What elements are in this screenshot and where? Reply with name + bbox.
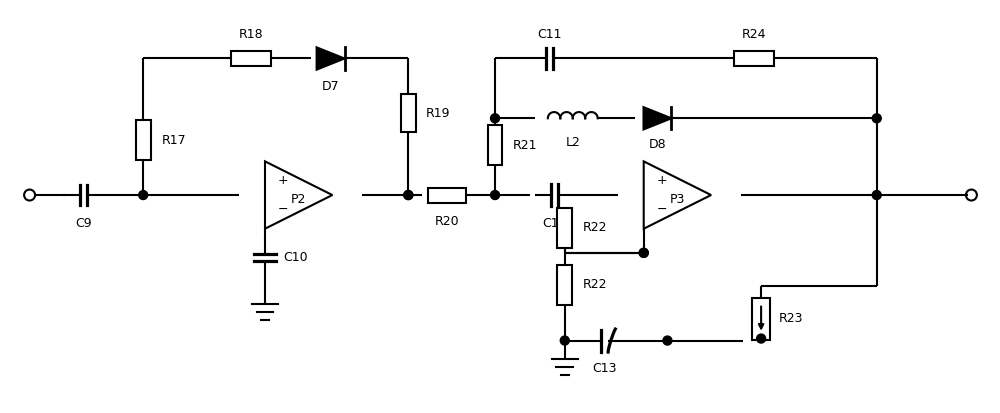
Polygon shape [265,161,332,229]
Text: D7: D7 [322,81,339,93]
Bar [734,51,774,66]
Bar [401,95,416,132]
Text: R19: R19 [426,107,451,120]
Circle shape [139,190,148,199]
Bar [557,265,572,305]
Text: R17: R17 [162,134,187,147]
Circle shape [663,336,672,345]
Text: R22: R22 [583,278,607,291]
Polygon shape [317,47,345,70]
Circle shape [560,336,569,345]
Text: +: + [657,174,667,187]
Text: +: + [278,174,288,187]
Circle shape [872,190,881,199]
Polygon shape [644,161,711,229]
Polygon shape [644,107,671,129]
Text: R18: R18 [239,28,263,40]
Circle shape [872,114,881,123]
Text: C9: C9 [75,217,92,230]
Text: D8: D8 [649,138,666,151]
Text: R22: R22 [583,221,607,235]
Text: R20: R20 [435,215,459,228]
Text: −: − [278,203,288,216]
Circle shape [491,190,500,199]
Circle shape [404,190,413,199]
Text: P2: P2 [291,192,306,206]
Text: C12: C12 [543,217,567,230]
Circle shape [404,190,413,199]
Text: R21: R21 [513,139,537,152]
Circle shape [491,114,500,123]
Bar [136,120,151,160]
Bar [488,125,502,165]
Text: L2: L2 [565,136,580,149]
Text: C10: C10 [283,252,308,264]
Bar [557,208,572,248]
Text: C11: C11 [538,28,562,40]
Circle shape [639,248,648,257]
Bar [752,298,770,339]
Text: C13: C13 [592,363,617,375]
Bar [428,188,466,202]
Text: R23: R23 [779,312,804,325]
Text: P3: P3 [670,192,685,206]
Circle shape [639,248,648,257]
Text: R24: R24 [742,28,766,40]
Text: −: − [657,203,667,216]
Bar [231,51,271,66]
Circle shape [757,334,766,343]
